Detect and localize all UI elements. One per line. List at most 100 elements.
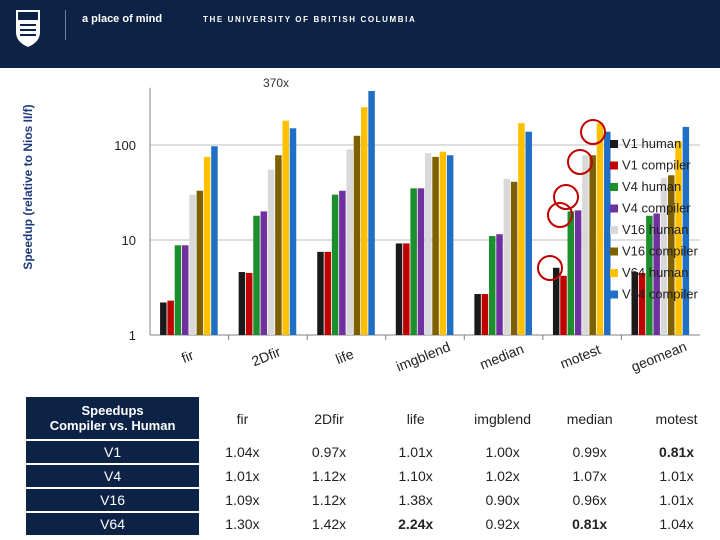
bar (496, 234, 503, 335)
bar (525, 131, 532, 335)
bar (353, 135, 361, 335)
table-cell: 1.00x (485, 444, 520, 460)
header-divider (65, 10, 66, 40)
bar (260, 211, 268, 335)
bar (604, 131, 611, 335)
bar (368, 91, 375, 335)
bar (203, 156, 211, 335)
x-tick-label: 2Dfir (249, 343, 283, 369)
bar (346, 149, 353, 335)
row-label: V16 (26, 487, 200, 512)
legend-label: V1 compiler (622, 158, 691, 173)
table-cell: 0.97x (311, 444, 347, 460)
x-tick-label: geomean (629, 338, 689, 375)
table-row: V1 1.04x 0.97x 1.01x 1.00x 0.99x 0.81x (26, 439, 720, 464)
x-tick-label: fir (179, 347, 196, 366)
bar (552, 267, 560, 335)
y-tick-label: 10 (122, 233, 136, 248)
bar (160, 302, 167, 335)
annotation-circle (567, 149, 593, 175)
table-cell: 1.04x (225, 444, 260, 460)
bar (682, 126, 690, 335)
table-cell: 0.90x (485, 492, 520, 508)
bar (395, 243, 403, 335)
column-header: imgblend (474, 410, 531, 427)
bar (196, 190, 204, 335)
table-cell: 0.96x (572, 492, 607, 508)
bar (317, 251, 324, 335)
bar (361, 107, 368, 335)
column-header: life (406, 410, 425, 427)
bar (253, 215, 260, 335)
speedup-table: Speedups Compiler vs. Human fir 2Dfir li… (26, 397, 720, 535)
bar (481, 294, 489, 335)
column-header: 2Dfir (314, 410, 344, 427)
row-label: V4 (26, 463, 200, 488)
legend-label: V1 human (622, 136, 681, 151)
table-row: V64 1.30x 1.42x 2.24x 0.92x 0.81x 1.04x (26, 511, 720, 535)
table-row: V16 1.09x 1.12x 1.38x 0.90x 0.96x 1.01x (26, 487, 720, 512)
legend-label: V16 compiler (622, 244, 699, 259)
column-header: fir (236, 410, 249, 427)
slide-header: a place of mind THE UNIVERSITY OF BRITIS… (0, 0, 720, 68)
bar (324, 251, 332, 335)
table-cell: 1.09x (225, 492, 260, 508)
table-cell: 1.10x (398, 468, 433, 484)
table-cell: 1.01x (659, 468, 694, 484)
legend-swatch (610, 226, 618, 234)
table-cell: 0.92x (485, 515, 520, 532)
bar (211, 146, 218, 335)
speedup-bar-chart: 1 10 100 fir 2Dfir life imgblend median motest ge… (114, 87, 700, 375)
column-header: median (566, 410, 613, 427)
annotation-370x: 370x (263, 76, 290, 90)
table-cell: 1.04x (659, 515, 694, 532)
bar (653, 213, 660, 335)
legend-swatch (610, 290, 618, 299)
table-header-row: Speedups Compiler vs. Human fir 2Dfir li… (26, 397, 720, 440)
annotation-circle (580, 119, 606, 145)
bar (167, 300, 174, 335)
bar (238, 272, 246, 335)
table-cell: 2.24x (398, 515, 434, 532)
legend-label: V64 compiler (622, 287, 699, 302)
bar (518, 123, 525, 335)
bar (245, 272, 253, 335)
bar (675, 141, 682, 335)
bar (631, 272, 639, 335)
table-cell: 0.81x (572, 515, 608, 532)
bar (582, 155, 589, 335)
table-cell: 0.81x (659, 444, 695, 460)
annotation-circle (537, 255, 563, 281)
annotation-circle (553, 184, 579, 210)
bar (275, 155, 282, 335)
table-cell: 1.30x (225, 515, 260, 532)
table-cell: 1.38x (398, 492, 433, 508)
row-label: V1 (26, 439, 200, 464)
annotation-circle (547, 202, 573, 228)
x-tick-label: life (333, 346, 356, 368)
bar (339, 190, 346, 335)
legend-swatch (610, 183, 618, 191)
y-tick-label: 100 (114, 138, 136, 153)
bar (646, 215, 653, 335)
legend-label: V4 human (622, 179, 681, 194)
bar (488, 236, 496, 335)
row-label: V64 (26, 511, 200, 535)
table-cell: 0.99x (572, 444, 607, 460)
table-cell: 1.01x (659, 492, 694, 508)
table-header-line2: Compiler vs. Human (49, 418, 176, 433)
table-cell: 1.01x (225, 468, 260, 484)
bar (510, 181, 518, 335)
bar (474, 294, 481, 335)
bar (403, 243, 410, 335)
bar (596, 123, 604, 335)
x-tick-label: imgblend (394, 338, 453, 374)
table-cell: 1.07x (572, 468, 607, 484)
bar (289, 128, 297, 335)
bar (267, 169, 275, 335)
bar (567, 211, 575, 335)
legend-swatch (610, 161, 618, 170)
table-cell: 1.12x (311, 492, 347, 508)
y-tick-label: 1 (129, 328, 136, 343)
motto-text: a place of mind (82, 13, 163, 25)
